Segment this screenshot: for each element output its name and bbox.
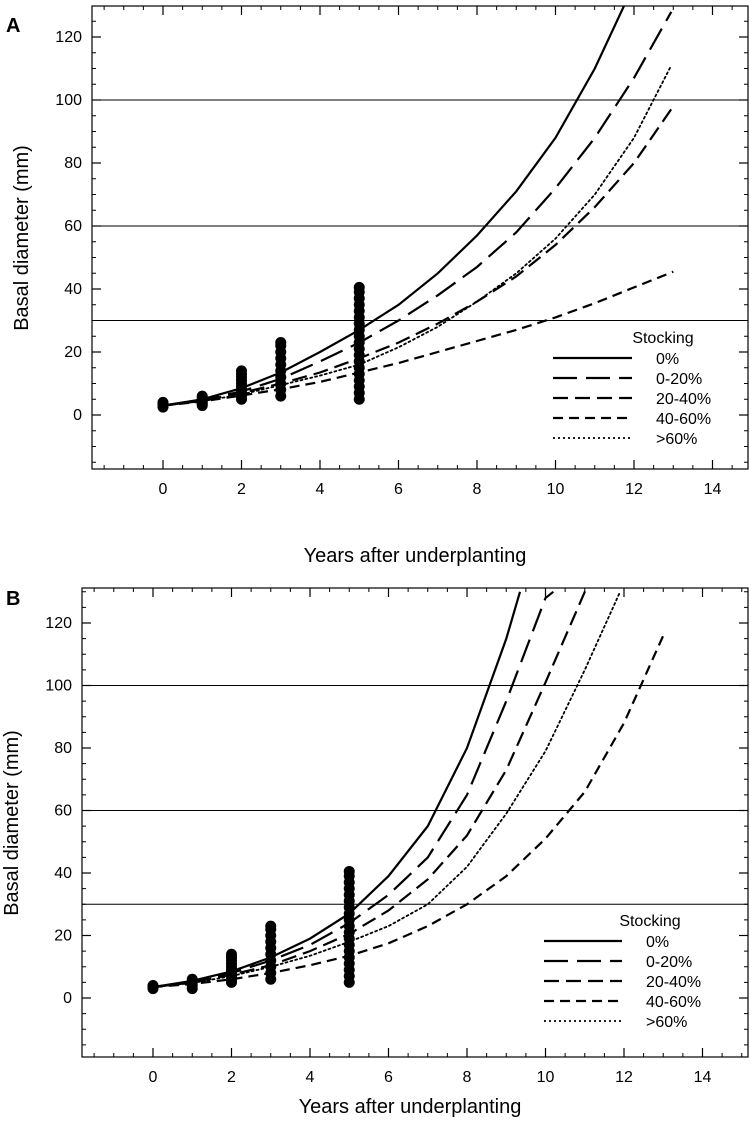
x-tick-label: 0 — [159, 481, 168, 498]
y-axis-label: Basal diameter (mm) — [1, 730, 23, 916]
panel-letter: B — [6, 588, 20, 610]
legend: Stocking 0% 0-20% 20-40% 40-60% >60% — [553, 330, 711, 448]
y-tick-label: 100 — [45, 678, 72, 695]
legend-label: 0% — [656, 351, 679, 368]
legend-title: Stocking — [619, 913, 680, 930]
y-tick-label: 0 — [63, 990, 72, 1007]
data-point — [196, 390, 208, 402]
legend-label: 0-20% — [646, 954, 692, 971]
series-line-shortdash — [152, 635, 665, 989]
y-tick-label: 0 — [73, 407, 82, 424]
legend-label: 0-20% — [656, 371, 702, 388]
data-point — [157, 396, 169, 408]
x-tick-label: 6 — [394, 481, 403, 498]
x-tick-label: 6 — [384, 1069, 393, 1086]
plot-frame — [81, 587, 749, 1058]
x-tick-label: 0 — [149, 1069, 158, 1086]
x-tick-label: 8 — [473, 481, 482, 498]
legend-label: >60% — [656, 431, 697, 448]
x-tick-label: 8 — [463, 1069, 472, 1086]
x-tick-label: 2 — [227, 1069, 236, 1086]
series-line-dash — [162, 105, 675, 407]
data-point — [226, 948, 237, 960]
legend-label: 20-40% — [646, 974, 701, 991]
y-tick-label: 40 — [64, 281, 82, 298]
series-line-longdash — [162, 11, 673, 407]
plot-frame — [91, 5, 749, 470]
y-tick-label: 20 — [64, 344, 82, 361]
x-axis-label: Years after underplanting — [304, 545, 527, 567]
series-line-dotted — [162, 64, 673, 407]
y-tick-label: 80 — [54, 740, 72, 757]
data-point — [265, 920, 277, 932]
data-point — [275, 337, 287, 349]
panel-B: B 0 2 4 6 8 10 12 14 0 20 40 60 80 100 120 Years after u… — [1, 587, 749, 1118]
x-tick-label: 12 — [625, 481, 643, 498]
legend-title: Stocking — [632, 330, 693, 347]
y-tick-label: 60 — [64, 218, 82, 235]
panel-letter: A — [6, 15, 20, 37]
legend-label: 0% — [646, 934, 669, 951]
legend-label: 40-60% — [646, 994, 701, 1011]
y-tick-label: 60 — [54, 803, 72, 820]
legend-label: 40-60% — [656, 411, 711, 428]
x-tick-label: 2 — [237, 481, 246, 498]
panel-A: A 0 2 4 6 8 10 12 14 0 20 40 60 80 100 120 Years after u… — [6, 5, 749, 567]
y-axis-label: Basal diameter (mm) — [11, 145, 33, 331]
series-group — [157, 6, 675, 413]
x-axis-label: Years after underplanting — [299, 1096, 522, 1118]
y-tick-label: 120 — [55, 29, 82, 46]
x-tick-label: 10 — [547, 481, 565, 498]
y-tick-label: 20 — [54, 928, 72, 945]
y-tick-label: 120 — [45, 615, 72, 632]
x-tick-label: 10 — [537, 1069, 555, 1086]
x-tick-label: 14 — [694, 1069, 712, 1086]
data-point — [353, 281, 365, 293]
legend-label: >60% — [646, 1014, 687, 1031]
series-group — [147, 590, 665, 995]
x-tick-label: 4 — [306, 1069, 315, 1086]
x-tick-label: 12 — [615, 1069, 633, 1086]
x-tick-label: 14 — [704, 481, 722, 498]
series-line-longdash — [152, 590, 554, 989]
data-point — [343, 865, 355, 877]
data-point — [186, 973, 198, 985]
data-point — [236, 365, 247, 377]
x-tick-label: 4 — [316, 481, 325, 498]
data-point — [147, 980, 159, 991]
legend-label: 20-40% — [656, 391, 711, 408]
legend: Stocking 0% 0-20% 20-40% 40-60% >60% — [544, 913, 701, 1031]
y-tick-label: 40 — [54, 865, 72, 882]
y-tick-label: 80 — [64, 155, 82, 172]
y-tick-label: 100 — [55, 92, 82, 109]
series-line-shortdash — [162, 270, 674, 407]
